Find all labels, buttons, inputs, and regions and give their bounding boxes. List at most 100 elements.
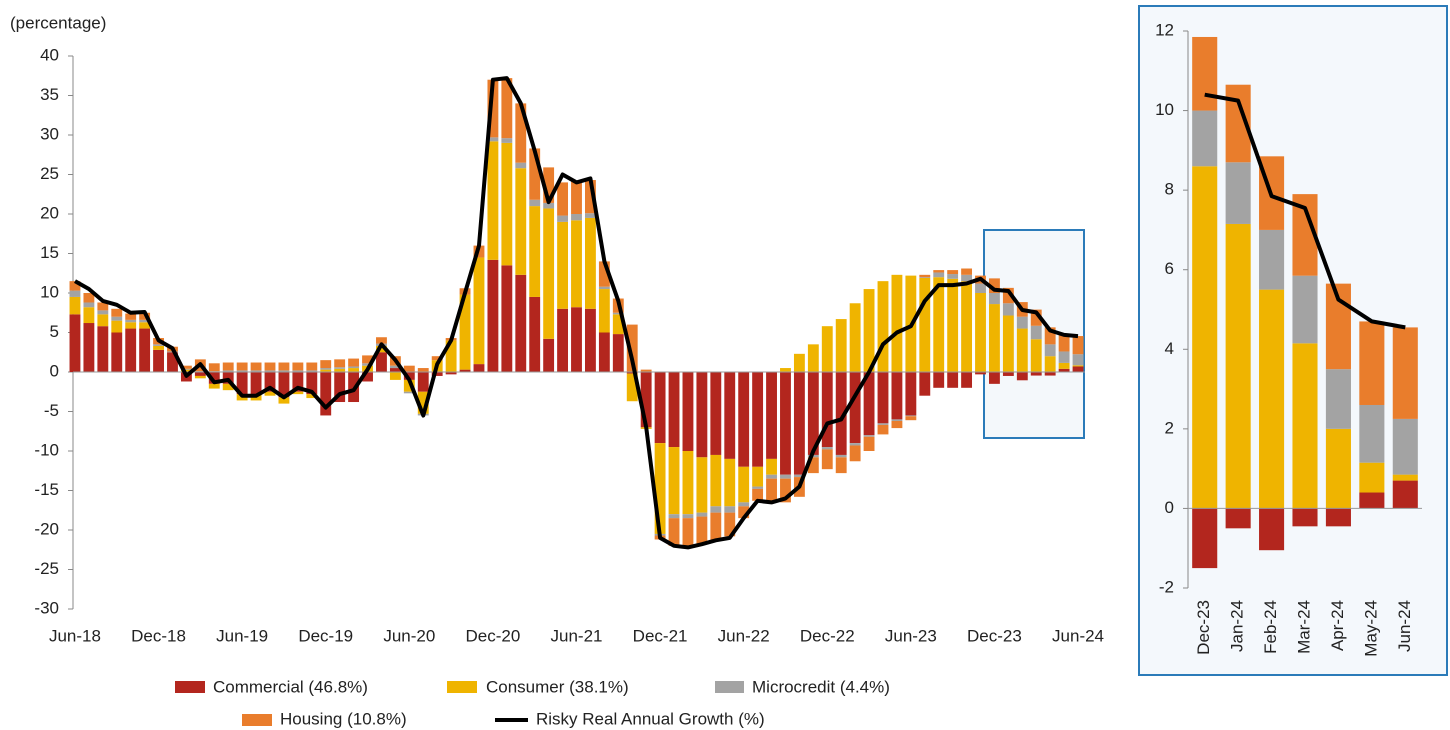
bar-segment	[724, 512, 736, 537]
x-tick-label: Jun-22	[718, 626, 770, 645]
bar-segment	[83, 323, 95, 372]
x-tick-label: Jun-23	[885, 626, 937, 645]
bar-segment	[348, 358, 360, 367]
bar-segment	[961, 281, 973, 372]
bar-segment	[821, 326, 833, 372]
bar-segment	[153, 344, 164, 346]
bar-segment	[835, 372, 847, 455]
bar-segment	[139, 322, 151, 329]
bar-segment	[598, 289, 610, 333]
bar-segment	[1002, 315, 1014, 372]
bar-segment	[1259, 289, 1285, 509]
bar-segment	[598, 286, 610, 290]
legend-label: Risky Real Annual Growth (%)	[536, 709, 765, 728]
bar-segment	[752, 372, 764, 467]
bar-segment	[1072, 336, 1084, 355]
bar-segment	[1058, 351, 1070, 363]
bar-segment	[292, 370, 304, 372]
bar-segment	[557, 215, 569, 222]
y-tick-label: 10	[1155, 100, 1174, 119]
bar-segment	[69, 290, 81, 297]
bar-segment	[947, 270, 959, 275]
bar-segment	[334, 368, 346, 372]
bar-segment	[278, 370, 290, 372]
bar-segment	[863, 435, 875, 437]
bar-segment	[250, 362, 262, 371]
bar-segment	[919, 277, 931, 372]
y-tick-label: 30	[40, 124, 59, 143]
y-tick-label: -2	[1159, 577, 1174, 596]
bar-segment	[905, 416, 917, 421]
bar-segment	[668, 447, 680, 515]
bar-segment	[640, 372, 652, 428]
bar-segment	[975, 372, 986, 375]
bar-segment	[975, 293, 986, 372]
bar-segment	[584, 180, 596, 214]
bar-segment	[598, 332, 610, 372]
bar-segment	[905, 372, 917, 416]
bar-segment	[1192, 110, 1218, 167]
x-tick-label: Dec-23	[967, 626, 1022, 645]
bar-segment	[919, 277, 931, 278]
bar-segment	[1359, 404, 1385, 463]
bar-segment	[222, 362, 234, 371]
bar-segment	[194, 372, 206, 376]
x-tick-label: Dec-18	[131, 626, 186, 645]
bar-segment	[807, 372, 819, 455]
bar-segment	[1044, 356, 1056, 372]
bar-segment	[989, 372, 1000, 384]
bar-segment	[1225, 223, 1251, 509]
y-tick-label: -25	[34, 559, 59, 578]
bar-segment	[125, 328, 137, 372]
bar-segment	[849, 303, 861, 372]
bar-segment	[515, 162, 527, 169]
bar-segment	[752, 466, 764, 487]
bar-segment	[752, 486, 764, 489]
bar-segment	[975, 283, 986, 293]
bar-segment	[766, 372, 777, 459]
bar-segment	[919, 274, 931, 278]
y-tick-label: 8	[1165, 180, 1174, 199]
x-tick-label: Dec-23	[1194, 600, 1213, 655]
bar-segment	[1392, 480, 1418, 509]
bar-segment	[445, 340, 457, 372]
bar-segment	[821, 447, 833, 450]
bar-segment	[807, 457, 819, 474]
bar-segment	[724, 372, 736, 459]
bar-segment	[696, 457, 708, 513]
legend: Commercial (46.8%) Consumer (38.1%) Micr…	[175, 677, 890, 728]
bar-segment	[83, 307, 95, 324]
bar-segment	[292, 391, 304, 395]
legend-swatch	[715, 681, 744, 693]
bar-segment	[69, 314, 81, 372]
bar-segment	[989, 278, 1000, 293]
bar-segment	[1030, 372, 1042, 376]
bar-segment	[835, 454, 847, 458]
bar-segment	[389, 372, 401, 380]
bar-segment	[459, 369, 471, 372]
bar-segment	[1016, 372, 1028, 381]
bar-segment	[863, 372, 875, 436]
bar-segment	[403, 372, 415, 380]
bar-segment	[543, 167, 555, 203]
bar-segment	[1292, 343, 1318, 509]
bar-segment	[1292, 508, 1318, 527]
bar-segment	[111, 320, 123, 333]
bar-segment	[766, 458, 777, 475]
bar-segment	[153, 345, 164, 350]
bar-segment	[125, 319, 137, 323]
bar-segment	[459, 294, 471, 370]
y-tick-label: 25	[40, 164, 59, 183]
bar-segment	[292, 362, 304, 371]
bar-segment	[403, 391, 415, 394]
bar-segment	[571, 180, 582, 214]
bar-segment	[947, 278, 959, 372]
bar-segment	[320, 372, 332, 416]
bar-segment	[1225, 508, 1251, 529]
bar-segment	[1259, 229, 1285, 290]
bar-segment	[989, 304, 1000, 372]
bar-segment	[445, 372, 457, 375]
bar-segment	[97, 310, 109, 315]
bar-segment	[612, 312, 624, 315]
x-tick-label: Apr-24	[1328, 600, 1347, 651]
